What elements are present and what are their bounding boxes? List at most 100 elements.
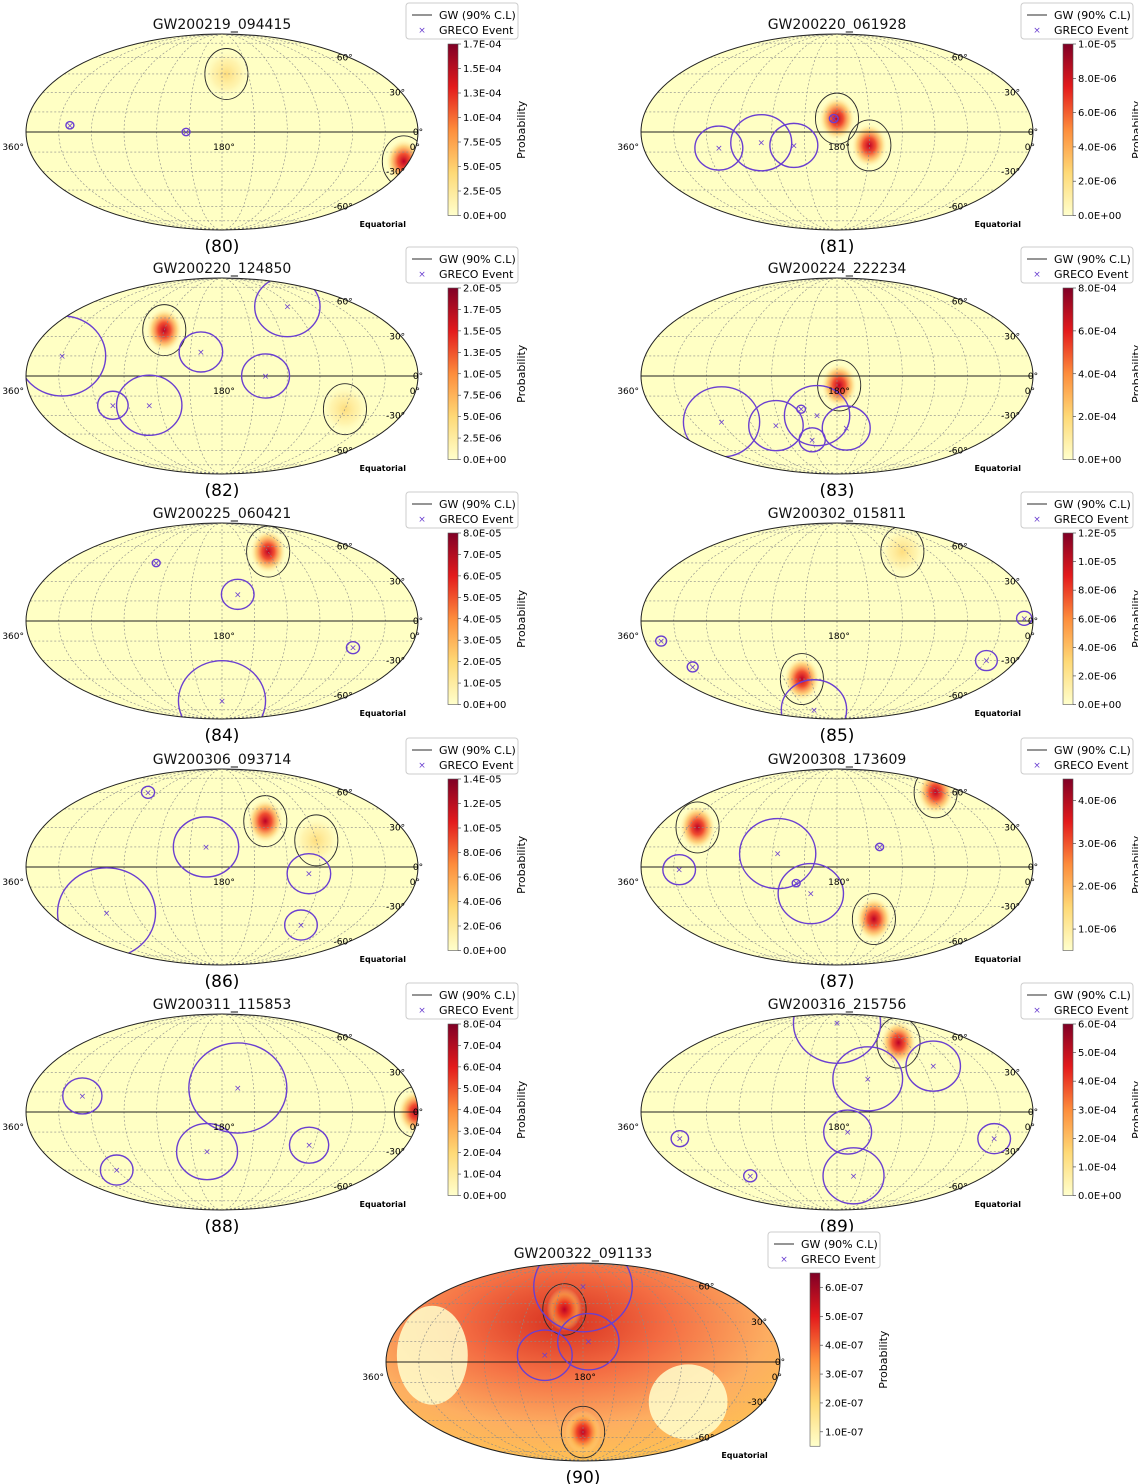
colorbar: 0.0E+00 2.0E-06 4.0E-06 6.0E-06 8.0E-06 1.0E-… xyxy=(447,775,528,957)
ra-tick-label: 360° xyxy=(617,387,639,397)
colorbar: 1.0E-07 2.0E-07 3.0E-07 4.0E-07 5.0E-07 6.0E-… xyxy=(809,1272,890,1447)
gw-contour xyxy=(560,1405,606,1459)
legend-greco-marker: × xyxy=(418,26,426,36)
legend: GW (90% C.L) × GRECO Event xyxy=(405,2,519,40)
panel-label: (85) xyxy=(820,726,855,746)
legend-greco-label: GRECO Event xyxy=(439,24,514,37)
legend: GW (90% C.L) × GRECO Event xyxy=(1020,491,1134,529)
legend-gw-label: GW (90% C.L) xyxy=(1054,498,1131,511)
sky-outline xyxy=(25,768,419,966)
legend-gw-label: GW (90% C.L) xyxy=(801,1238,878,1251)
legend: GW (90% C.L) × GRECO Event xyxy=(1020,246,1134,284)
greco-event-marker: × xyxy=(790,141,798,151)
colorbar-tick-label: 2.5E-06 xyxy=(463,434,502,445)
ra-tick-label: 0° xyxy=(772,1373,782,1383)
frame-label: Equatorial xyxy=(721,1451,768,1460)
dec-tick-label: -60° xyxy=(949,692,968,702)
colorbar-tick-label: 5.0E-04 xyxy=(1078,1048,1117,1059)
greco-event-marker: × xyxy=(774,850,782,860)
colorbar-label: Probability xyxy=(515,100,528,159)
colorbar-tick-label: 6.0E-04 xyxy=(1078,1020,1117,1031)
probability-layer: × × × × × xyxy=(26,769,418,965)
legend: GW (90% C.L) × GRECO Event xyxy=(405,737,519,775)
dec-tick-label: -30° xyxy=(1001,903,1020,913)
ra-tick-label: 180° xyxy=(828,632,850,642)
legend: GW (90% C.L) × GRECO Event xyxy=(1020,982,1134,1020)
greco-error-circle xyxy=(99,1154,134,1186)
greco-event-marker: × xyxy=(218,697,226,707)
greco-event-marker: × xyxy=(79,1092,87,1102)
greco-error-circle xyxy=(115,374,183,437)
greco-event-marker: × xyxy=(844,1128,852,1138)
panel-label: (87) xyxy=(820,972,855,992)
ra-tick-label: 360° xyxy=(362,1373,384,1383)
gw-contour xyxy=(851,893,896,945)
colorbar: 0.0E+00 2.0E-04 4.0E-04 6.0E-04 8.0E-04 Proba… xyxy=(1062,284,1138,466)
greco-event-marker: × xyxy=(983,657,991,667)
greco-error-circle xyxy=(65,120,75,130)
dec-tick-label: 30° xyxy=(1004,1068,1020,1078)
greco-event-marker: × xyxy=(585,1338,593,1348)
greco-error-circle xyxy=(172,816,240,878)
gw-contour xyxy=(913,769,958,819)
colorbar-gradient xyxy=(447,778,459,951)
dec-tick-label: -30° xyxy=(386,1148,405,1158)
chart-title: GW200302_015811 xyxy=(768,506,907,522)
colorbar-tick-label: 1.0E-05 xyxy=(463,824,502,835)
legend-box xyxy=(1020,737,1134,775)
chart-title: GW200316_215756 xyxy=(768,997,907,1013)
greco-error-circle xyxy=(974,649,999,672)
colorbar-tick-label: 1.4E-05 xyxy=(463,775,502,786)
colorbar-tick-label: 8.0E-06 xyxy=(463,848,502,859)
greco-event-marker: × xyxy=(349,644,357,654)
greco-event-marker: × xyxy=(864,1075,872,1085)
ra-tick-label: 180° xyxy=(213,878,235,888)
dec-tick-label: 0° xyxy=(413,863,423,873)
greco-event-marker: × xyxy=(797,405,805,415)
sky-outline xyxy=(640,768,1034,966)
greco-event-marker: × xyxy=(109,401,117,411)
dec-tick-label: 0° xyxy=(1028,863,1038,873)
dec-tick-label: 0° xyxy=(413,617,423,627)
dec-tick-label: -60° xyxy=(949,203,968,213)
greco-event-marker: × xyxy=(929,1062,937,1072)
ra-tick-label: 360° xyxy=(2,878,24,888)
colorbar-gradient xyxy=(1062,43,1074,216)
colorbar-tick-label: 0.0E+00 xyxy=(463,211,506,222)
dec-tick-label: -30° xyxy=(748,1398,767,1408)
colorbar-gradient xyxy=(1062,1023,1074,1196)
colorbar-tick-label: 4.0E-05 xyxy=(463,614,502,625)
legend-box xyxy=(405,982,519,1020)
colorbar: 0.0E+00 1.0E-04 2.0E-04 3.0E-04 4.0E-04 5.0E-… xyxy=(1062,1020,1138,1202)
ra-tick-label: 180° xyxy=(828,387,850,397)
colorbar-tick-label: 4.0E-06 xyxy=(463,897,502,908)
panel-label: (90) xyxy=(566,1468,601,1484)
frame-label: Equatorial xyxy=(360,955,407,964)
panel-label: (88) xyxy=(205,1217,240,1237)
meridian-gridline xyxy=(484,1263,584,1461)
legend-greco-marker: × xyxy=(1033,270,1041,280)
greco-error-circle xyxy=(780,679,848,719)
legend-greco-marker: × xyxy=(1033,761,1041,771)
legend-greco-marker: × xyxy=(780,1255,788,1265)
dec-tick-label: 60° xyxy=(337,297,353,307)
greco-error-circle xyxy=(748,399,804,452)
dec-tick-label: 60° xyxy=(952,542,968,552)
ra-tick-label: 0° xyxy=(410,878,420,888)
legend-gw-label: GW (90% C.L) xyxy=(439,498,516,511)
legend: GW (90% C.L) × GRECO Event xyxy=(1020,737,1134,775)
colorbar-tick-label: 2.0E-06 xyxy=(1078,177,1117,188)
greco-event-marker: × xyxy=(689,663,697,673)
skymap-panel: × × × × × × GW200224_222234 360° 180° 0° 60° 30° 0° -… xyxy=(617,246,1138,501)
dec-tick-label: -60° xyxy=(334,692,353,702)
colorbar-tick-label: 0.0E+00 xyxy=(463,455,506,466)
greco-event-marker: × xyxy=(990,1135,998,1145)
dec-tick-label: 0° xyxy=(775,1358,785,1368)
dec-tick-label: 0° xyxy=(1028,372,1038,382)
colorbar-tick-label: 0.0E+00 xyxy=(463,700,506,711)
colorbar-tick-label: 2.5E-05 xyxy=(463,187,502,198)
frame-label: Equatorial xyxy=(975,709,1022,718)
dec-tick-label: -30° xyxy=(386,657,405,667)
frame-label: Equatorial xyxy=(360,1200,407,1209)
sky-outline xyxy=(25,522,419,720)
